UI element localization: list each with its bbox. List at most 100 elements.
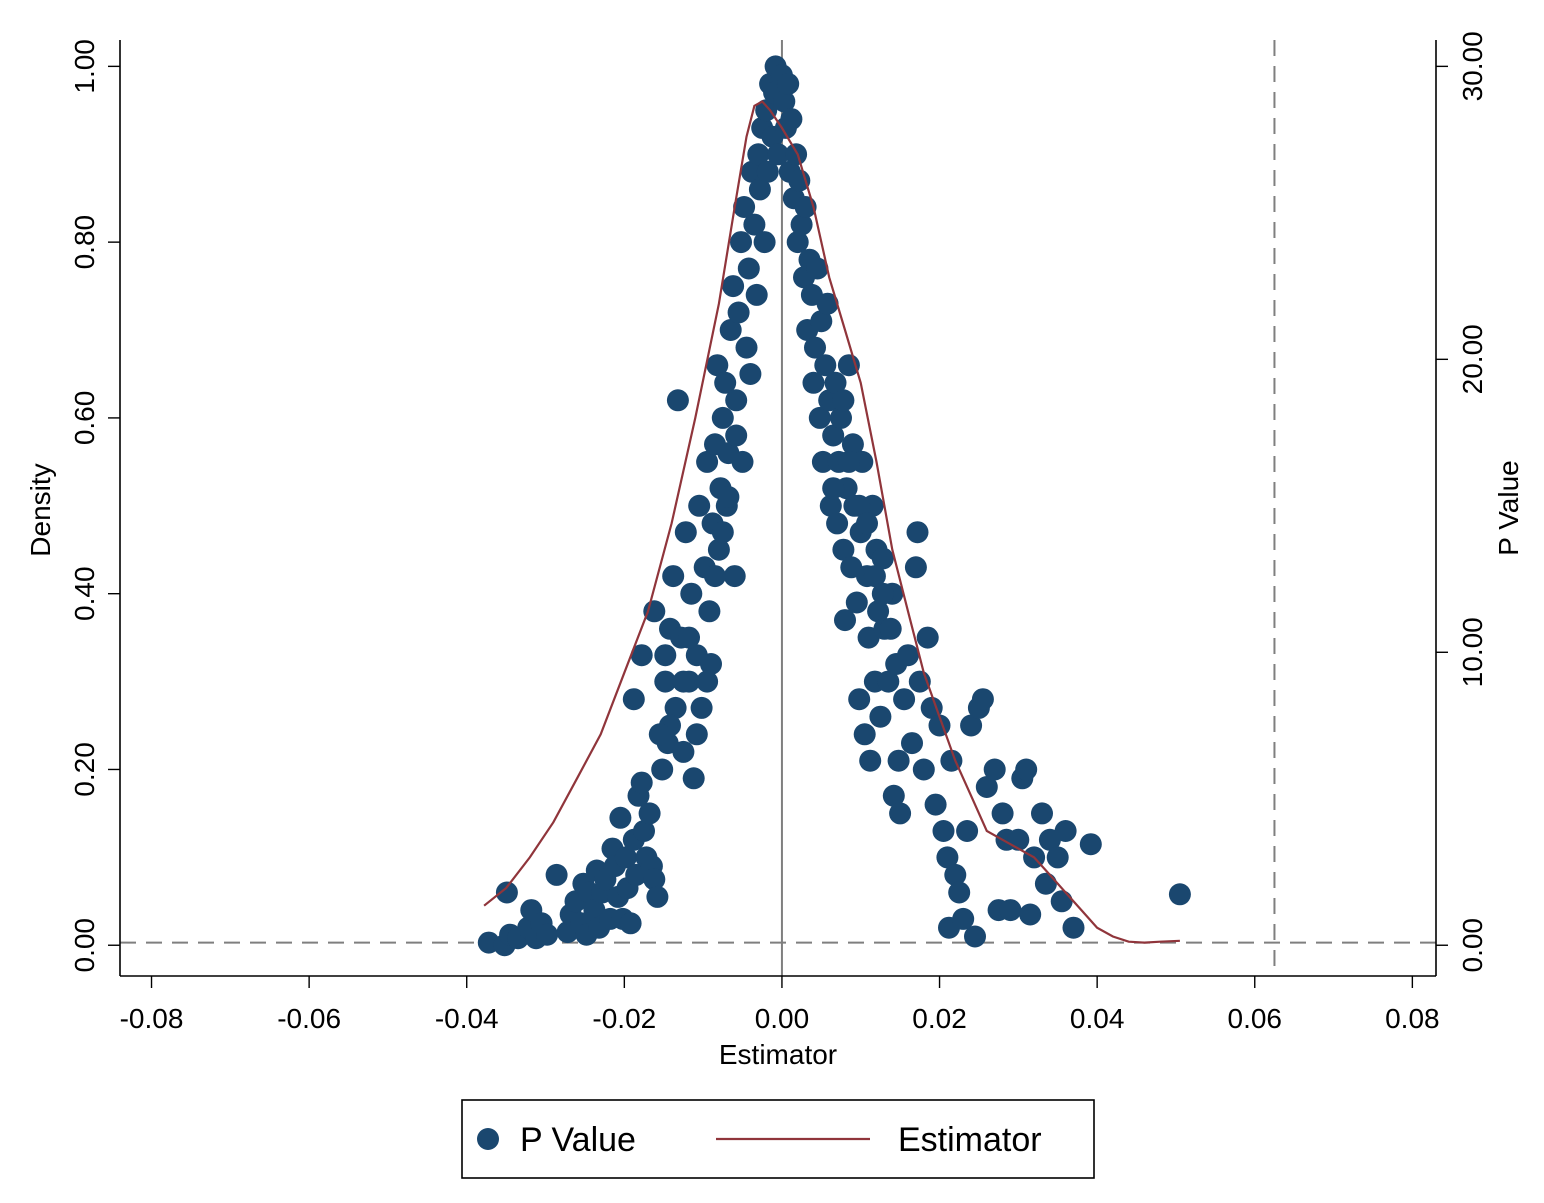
reference-lines — [120, 40, 1436, 976]
data-point — [748, 178, 771, 201]
data-point — [811, 450, 834, 473]
right-y-tick-label: 20.00 — [1457, 324, 1488, 394]
data-point — [630, 644, 653, 667]
data-point — [672, 740, 695, 763]
data-point — [609, 806, 632, 829]
data-point — [853, 723, 876, 746]
data-point — [859, 749, 882, 772]
data-point — [826, 512, 849, 535]
left-y-tick-label: 0.20 — [69, 742, 100, 797]
data-point — [725, 389, 748, 412]
data-point — [879, 617, 902, 640]
data-point — [767, 143, 789, 166]
data-point — [936, 846, 959, 869]
data-point — [804, 336, 826, 359]
data-point — [678, 626, 700, 649]
data-point — [983, 758, 1006, 781]
data-point — [619, 912, 642, 935]
data-point — [944, 863, 967, 886]
data-point — [733, 196, 756, 218]
left-y-ticks: 0.00 0.20 0.40 0.60 0.80 1.00 — [69, 39, 120, 972]
data-point — [743, 213, 766, 236]
data-point — [991, 802, 1014, 825]
data-point — [777, 72, 800, 95]
data-point — [916, 626, 939, 649]
data-point — [848, 494, 871, 517]
data-point — [646, 885, 669, 908]
data-point — [723, 565, 746, 588]
data-point — [1079, 833, 1102, 856]
legend-label-p-value: P Value — [520, 1121, 636, 1159]
data-point — [882, 784, 905, 807]
data-point — [741, 160, 763, 183]
data-point — [666, 389, 689, 412]
data-point — [690, 696, 713, 719]
data-point — [725, 424, 748, 447]
data-point — [739, 363, 762, 385]
data-point — [952, 907, 975, 930]
data-point — [674, 521, 697, 544]
data-point — [707, 538, 730, 561]
left-y-axis-title: Density — [25, 463, 56, 556]
data-point — [822, 424, 845, 447]
data-point — [924, 793, 947, 816]
data-point — [672, 670, 695, 693]
data-point — [643, 868, 666, 891]
data-point — [1046, 846, 1069, 869]
data-point — [960, 714, 983, 737]
data-point — [730, 231, 752, 254]
data-point — [753, 231, 776, 254]
data-point — [975, 776, 998, 798]
right-y-tick-label: 30.00 — [1457, 31, 1488, 101]
data-point — [871, 582, 894, 605]
data-point — [696, 670, 719, 693]
data-point — [651, 758, 674, 781]
data-point — [630, 771, 653, 794]
x-tick-label: 0.04 — [1070, 1003, 1125, 1034]
data-point — [633, 820, 655, 842]
data-point — [1034, 872, 1057, 895]
data-point — [773, 90, 796, 113]
x-tick-label: -0.08 — [120, 1003, 184, 1034]
data-point — [912, 758, 935, 781]
data-point — [1019, 903, 1042, 926]
data-point — [877, 670, 900, 693]
right-y-tick-label: 10.00 — [1457, 617, 1488, 687]
x-axis-title: Estimator — [719, 1039, 837, 1070]
x-tick-label: -0.06 — [277, 1003, 341, 1034]
right-y-ticks: 0.00 10.00 20.00 30.00 — [1436, 31, 1488, 972]
legend: P Value Estimator — [461, 1099, 1095, 1179]
data-point — [1015, 758, 1038, 781]
data-point — [971, 688, 994, 711]
data-point — [964, 925, 986, 948]
right-y-tick-label: 0.00 — [1457, 918, 1488, 973]
data-point — [808, 406, 831, 429]
data-point — [737, 257, 760, 280]
data-point — [906, 521, 929, 544]
data-point — [1031, 802, 1053, 825]
data-point — [682, 767, 705, 790]
x-tick-label: -0.02 — [592, 1003, 656, 1034]
data-point — [786, 231, 809, 254]
data-point — [785, 143, 808, 166]
data-point — [680, 582, 703, 605]
data-point — [867, 600, 890, 623]
data-point — [700, 653, 722, 675]
data-point — [688, 494, 711, 517]
data-point — [889, 802, 912, 825]
legend-label-estimator: Estimator — [898, 1121, 1042, 1159]
x-tick-label: 0.06 — [1228, 1003, 1283, 1034]
x-tick-label: 0.08 — [1385, 1003, 1440, 1034]
data-point — [819, 494, 842, 517]
data-point — [719, 319, 742, 341]
data-point — [648, 723, 671, 746]
right-y-axis-title: P Value — [1493, 460, 1524, 555]
data-point — [832, 389, 855, 412]
data-point — [731, 450, 754, 473]
data-point — [841, 433, 864, 456]
data-point — [685, 723, 708, 746]
data-point — [904, 556, 927, 579]
data-point — [830, 406, 852, 429]
left-y-tick-label: 0.80 — [69, 215, 100, 270]
